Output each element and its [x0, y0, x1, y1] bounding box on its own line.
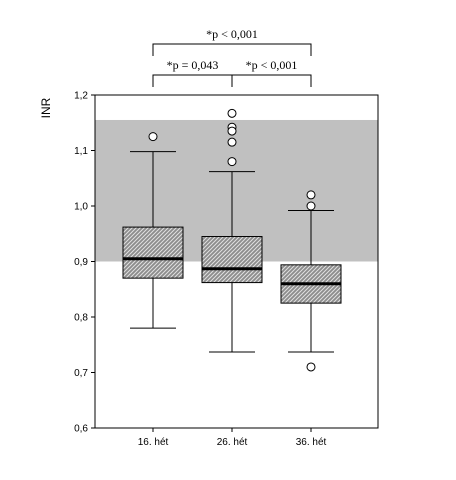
significance-label: *p < 0,001 — [206, 27, 258, 41]
outlier-point — [148, 132, 158, 142]
outlier-point — [306, 201, 316, 211]
outlier-point — [306, 190, 316, 200]
y-tick-label: 0,8 — [74, 313, 88, 324]
y-tick-label: 1,2 — [74, 91, 88, 102]
box-group — [280, 190, 342, 372]
box-group — [122, 132, 184, 329]
outlier-point — [306, 362, 316, 372]
significance-bracket — [152, 43, 312, 56]
outlier-point — [227, 126, 237, 136]
significance-bracket — [231, 74, 312, 87]
y-tick-label: 1,1 — [74, 146, 88, 157]
x-category-label: 16. hét — [138, 437, 169, 448]
outlier-point — [227, 108, 237, 118]
y-tick-label: 0,6 — [74, 424, 88, 435]
x-category-label: 36. hét — [296, 437, 327, 448]
outlier-point — [227, 137, 237, 147]
y-tick-label: 0,7 — [74, 368, 88, 379]
y-tick-label: 0,9 — [74, 257, 88, 268]
outlier-point — [227, 157, 237, 167]
box — [122, 226, 184, 279]
significance-label: *p = 0,043 — [167, 58, 219, 72]
y-axis-label: INR — [39, 97, 53, 118]
significance-bracket — [152, 74, 233, 87]
y-tick-label: 1,0 — [74, 202, 88, 213]
box-group — [201, 108, 263, 353]
box — [201, 236, 263, 284]
x-category-label: 26. hét — [217, 437, 248, 448]
significance-label: *p < 0,001 — [246, 58, 298, 72]
